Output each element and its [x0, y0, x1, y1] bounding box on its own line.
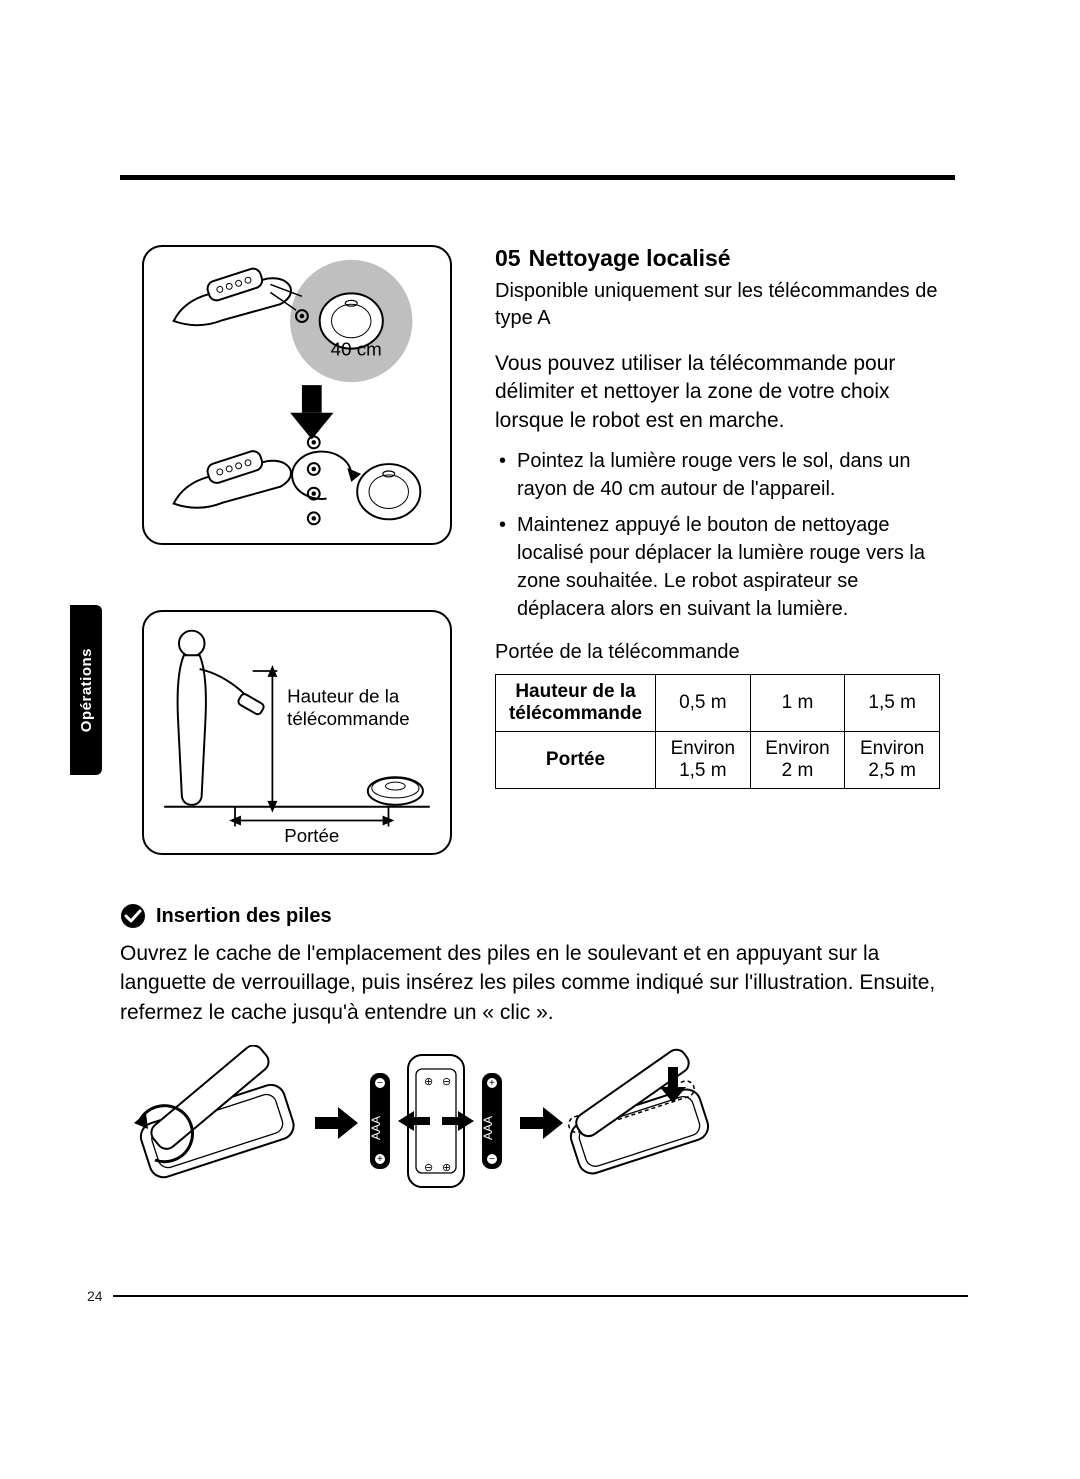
- table-cell: 0,5 m: [656, 675, 751, 732]
- page-footer: 24: [87, 1288, 968, 1304]
- section-title: Nettoyage localisé: [529, 245, 731, 272]
- top-rule: [120, 175, 955, 180]
- battery-size-label: AAA: [369, 1116, 383, 1140]
- check-icon: [120, 903, 146, 929]
- table-cell: 1,5 m: [845, 675, 940, 732]
- battery-section: Insertion des piles Ouvrez le cache de l…: [120, 903, 955, 1195]
- figure-battery-insertion: ⊕ ⊖ ⊖ ⊕ − + AAA: [120, 1045, 710, 1195]
- svg-text:⊖: ⊖: [424, 1162, 433, 1174]
- section-availability: Disponible uniquement sur les télécomman…: [495, 278, 945, 332]
- arrow-right-icon: [315, 1107, 358, 1139]
- range-heading: Portée de la télécommande: [495, 641, 945, 664]
- figure-distance-label: 40 cm: [331, 339, 382, 360]
- battery-text: Ouvrez le cache de l'emplacement des pil…: [120, 939, 955, 1027]
- battery-heading: Insertion des piles: [156, 905, 332, 928]
- figure-height-label-1: Hauteur de la: [287, 685, 400, 706]
- side-tab: Opérations: [70, 605, 102, 775]
- svg-text:+: +: [377, 1154, 383, 1165]
- table-cell: Environ2,5 m: [845, 732, 940, 789]
- svg-text:⊖: ⊖: [442, 1076, 451, 1088]
- arrow-right-icon: [520, 1107, 563, 1139]
- section-number: 05: [495, 245, 521, 272]
- table-header-height: Hauteur de la télécommande: [496, 675, 656, 732]
- table-cell: 1 m: [750, 675, 845, 732]
- side-tab-label: Opérations: [78, 648, 95, 732]
- svg-text:⊕: ⊕: [424, 1076, 433, 1088]
- table-cell: Environ1,5 m: [656, 732, 751, 789]
- figure-spot-cleaning: 40 cm: [142, 245, 452, 545]
- bullet-item: Pointez la lumière rouge vers le sol, da…: [495, 447, 945, 503]
- svg-text:+: +: [489, 1078, 495, 1089]
- range-table: Hauteur de la télécommande 0,5 m 1 m 1,5…: [495, 674, 940, 789]
- figure-range-label: Portée: [284, 825, 339, 846]
- battery-size-label: AAA: [481, 1116, 495, 1140]
- svg-text:−: −: [489, 1154, 495, 1165]
- section-bullets: Pointez la lumière rouge vers le sol, da…: [495, 447, 945, 623]
- svg-text:−: −: [377, 1078, 383, 1089]
- svg-text:⊕: ⊕: [442, 1162, 451, 1174]
- section-lead: Vous pouvez utiliser la télécommande pou…: [495, 350, 945, 435]
- figure-remote-range: Hauteur de la télécommande Portée: [142, 610, 452, 855]
- footer-rule: [113, 1295, 968, 1297]
- table-header-range: Portée: [496, 732, 656, 789]
- table-cell: Environ2 m: [750, 732, 845, 789]
- section-content: 05 Nettoyage localisé Disponible uniquem…: [495, 245, 945, 789]
- figure-height-label-2: télécommande: [287, 708, 409, 729]
- page-number: 24: [87, 1288, 103, 1304]
- bullet-item: Maintenez appuyé le bouton de nettoyage …: [495, 511, 945, 623]
